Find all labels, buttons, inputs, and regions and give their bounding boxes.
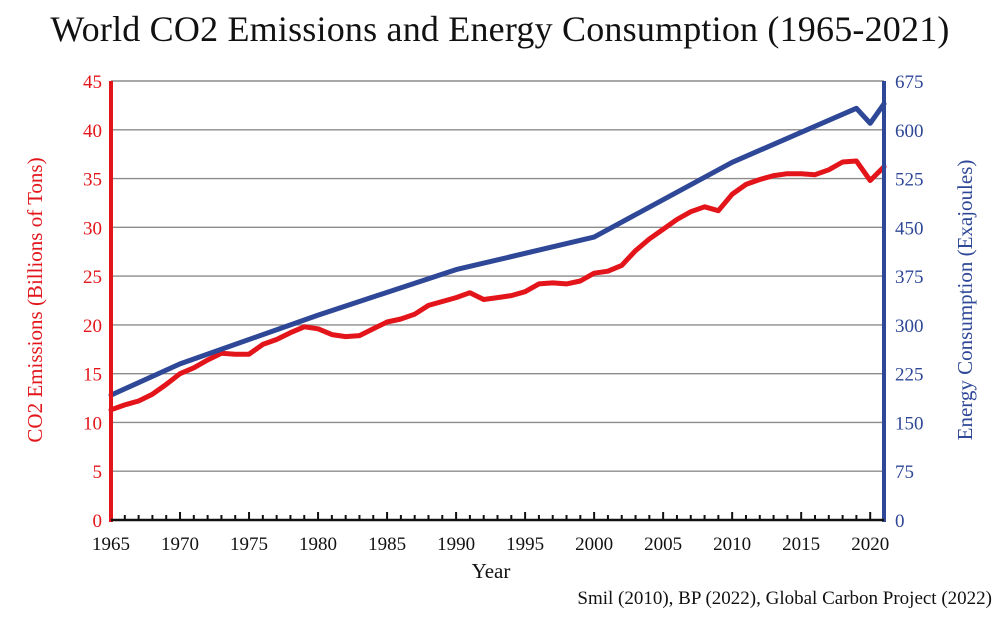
y-right-tick-label: 375 [895,267,924,288]
x-tick-label: 1980 [299,534,337,555]
y-right-tick-label: 225 [895,365,924,386]
y-right-tick-label: 450 [895,218,924,239]
x-tick-label: 2020 [851,534,889,555]
x-tick-label: 1995 [506,534,544,555]
series-lines [108,101,887,413]
y-left-tick-label: 15 [83,365,102,386]
y-right-tick-label: 0 [895,511,905,532]
y-left-tick-label: 0 [93,511,103,532]
x-tick-label: 1985 [368,534,406,555]
y-left-tick-label: 30 [83,218,102,239]
x-tick-label: 1975 [230,534,268,555]
y-right-tick-label: 675 [895,72,924,93]
y-left-tick-label: 20 [83,316,102,337]
y-right-tick-label: 600 [895,121,924,142]
x-tick-label: 1990 [437,534,475,555]
gridlines [111,80,884,521]
y-left-tick-label: 5 [93,462,103,483]
y-left-tick-label: 10 [83,413,102,434]
x-tick-label: 2005 [644,534,682,555]
y-left-tick-label: 45 [83,72,102,93]
co2-series-line [108,158,887,413]
x-axis-label: Year [472,559,511,583]
y-right-tick-label: 75 [895,462,914,483]
energy-series-line [108,101,887,398]
y-left-tick-label: 40 [83,121,102,142]
chart-title: World CO2 Emissions and Energy Consumpti… [50,9,950,49]
y-left-tick-label: 35 [83,170,102,191]
x-tick-label: 1965 [92,534,130,555]
y-left-tick-label: 25 [83,267,102,288]
y-right-tick-label: 300 [895,316,924,337]
axes [109,81,886,522]
tick-labels: 0510152025303540450751502253003754505256… [83,72,924,555]
y-right-tick-label: 150 [895,413,924,434]
x-tick-label: 2015 [782,534,820,555]
x-tick-label: 2000 [575,534,613,555]
y-axis-left-label: CO2 Emissions (Billions of Tons) [23,157,47,442]
source-note: Smil (2010), BP (2022), Global Carbon Pr… [577,588,992,609]
x-tick-label: 2010 [713,534,751,555]
y-axis-right-label: Energy Consumption (Exajoules) [953,160,977,441]
y-right-tick-label: 525 [895,170,924,191]
x-tick-label: 1970 [161,534,199,555]
